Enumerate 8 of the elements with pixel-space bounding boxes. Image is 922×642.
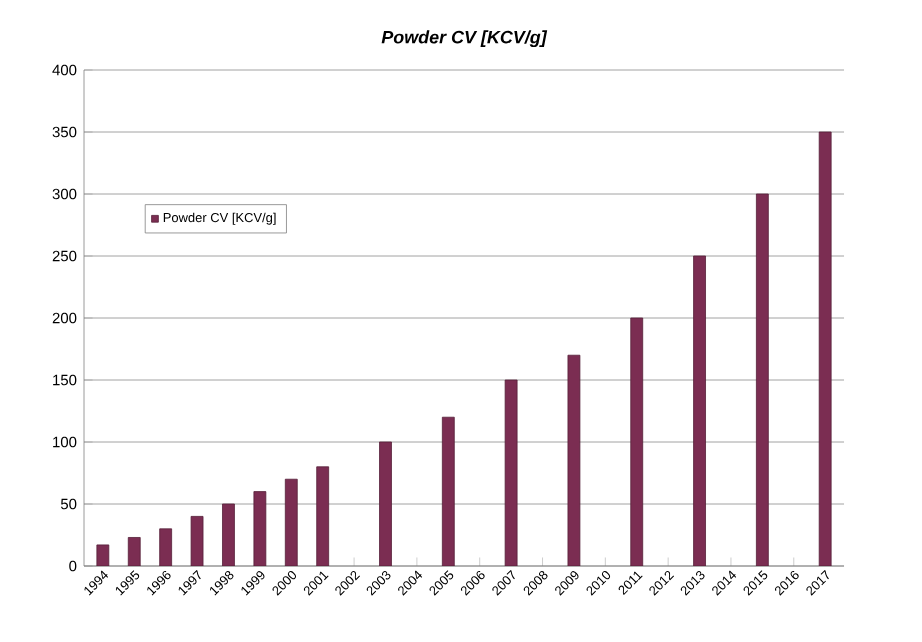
bar [316, 466, 330, 566]
bar [441, 416, 455, 566]
bar [630, 317, 644, 566]
bar [284, 478, 298, 566]
chart-title: Powder CV [KCV/g] [381, 30, 548, 47]
bar [755, 193, 769, 566]
bar [693, 255, 706, 566]
bar [379, 441, 392, 566]
